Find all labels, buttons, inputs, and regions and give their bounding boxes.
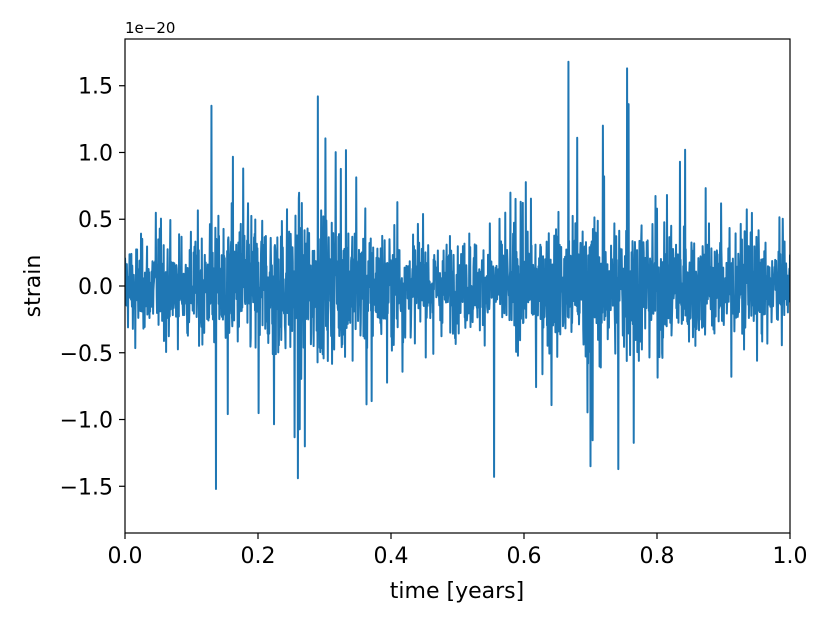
y-tick-label: 0.5 [78, 208, 113, 233]
x-tick-label: 0.0 [108, 544, 143, 569]
y-tick-label: −1.0 [60, 409, 113, 434]
x-tick-label: 1.0 [773, 544, 808, 569]
y-offset-label: 1e−20 [125, 19, 175, 37]
strain-series-line [125, 60, 790, 490]
y-axis-ticks: −1.5 −1.0 −0.5 0.0 0.5 1.0 1.5 [60, 75, 125, 500]
x-tick-label: 0.2 [241, 544, 276, 569]
y-axis-label: strain [21, 255, 46, 318]
y-tick-label: −1.5 [60, 475, 113, 500]
x-axis-label: time [years] [390, 579, 524, 604]
x-tick-label: 0.6 [507, 544, 542, 569]
x-axis-ticks: 0.0 0.2 0.4 0.6 0.8 1.0 [108, 533, 808, 569]
y-tick-label: 1.5 [78, 75, 113, 100]
x-tick-label: 0.4 [374, 544, 409, 569]
y-tick-label: −0.5 [60, 342, 113, 367]
y-tick-label: 1.0 [78, 141, 113, 166]
x-tick-label: 0.8 [640, 544, 675, 569]
series-layer [125, 60, 790, 490]
y-tick-label: 0.0 [78, 275, 113, 300]
